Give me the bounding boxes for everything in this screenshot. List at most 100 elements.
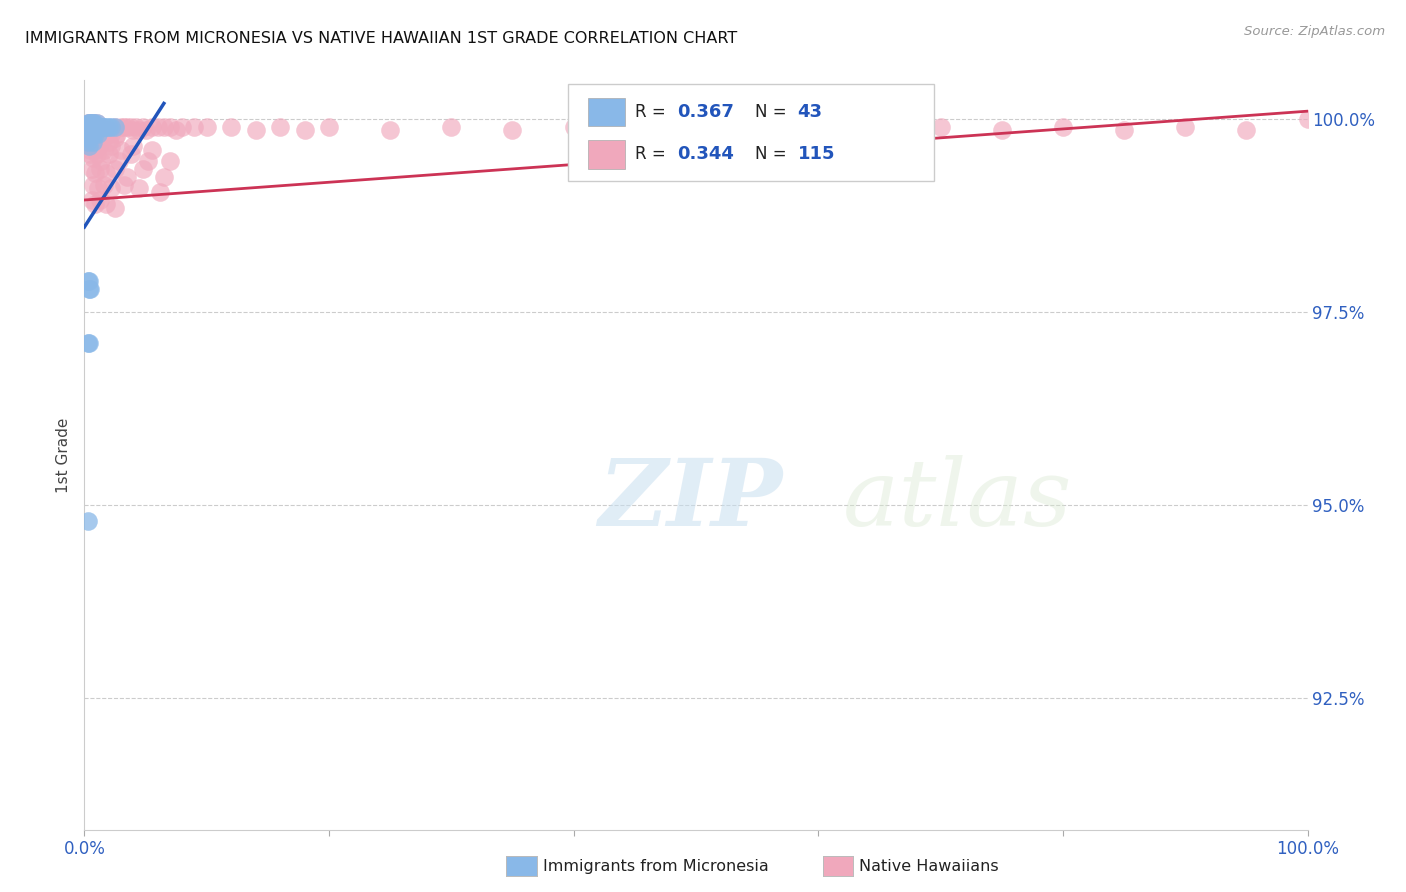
- Point: [89, 193, 111, 207]
- Point: [79, 128, 101, 142]
- Point: [77, 123, 100, 137]
- Point: [84, 166, 107, 180]
- Point: [87, 181, 110, 195]
- Point: [136, 154, 159, 169]
- Text: R =: R =: [636, 145, 671, 163]
- Point: [83, 116, 105, 130]
- Point: [83, 135, 105, 149]
- Point: [100, 128, 122, 142]
- Point: [104, 120, 127, 134]
- Point: [89, 120, 111, 134]
- Point: [79, 116, 101, 130]
- Point: [77, 131, 100, 145]
- Point: [82, 116, 104, 130]
- Point: [80, 131, 103, 145]
- Point: [80, 116, 103, 130]
- Text: R =: R =: [636, 103, 671, 120]
- Point: [1236, 123, 1258, 137]
- Point: [159, 154, 181, 169]
- Point: [91, 123, 114, 137]
- Point: [146, 120, 169, 134]
- Point: [82, 120, 104, 134]
- Point: [77, 116, 100, 130]
- Text: 0.367: 0.367: [678, 103, 734, 120]
- Point: [183, 120, 205, 134]
- Point: [104, 201, 127, 215]
- Point: [77, 116, 100, 130]
- Point: [110, 143, 132, 157]
- Point: [77, 335, 100, 350]
- Point: [83, 128, 105, 142]
- Point: [89, 123, 111, 137]
- Text: atlas: atlas: [842, 455, 1073, 545]
- Point: [440, 120, 463, 134]
- Point: [100, 120, 122, 134]
- Point: [77, 120, 100, 134]
- Point: [96, 123, 118, 137]
- Point: [135, 123, 157, 137]
- Point: [84, 128, 107, 142]
- Point: [80, 116, 103, 130]
- Point: [77, 116, 100, 130]
- Point: [80, 120, 103, 134]
- Point: [84, 120, 107, 134]
- Point: [90, 120, 112, 134]
- Point: [79, 135, 101, 149]
- Point: [87, 128, 110, 142]
- Text: N =: N =: [755, 103, 792, 120]
- Point: [86, 120, 108, 134]
- Point: [93, 120, 115, 134]
- Point: [1174, 120, 1197, 134]
- Point: [128, 181, 150, 195]
- Point: [1052, 120, 1074, 134]
- Text: Immigrants from Micronesia: Immigrants from Micronesia: [543, 859, 769, 873]
- Point: [84, 197, 107, 211]
- Point: [80, 162, 103, 177]
- Point: [219, 120, 242, 134]
- Point: [97, 123, 120, 137]
- Point: [93, 143, 115, 157]
- Point: [869, 123, 891, 137]
- Point: [991, 123, 1014, 137]
- Point: [80, 120, 103, 134]
- Point: [294, 123, 316, 137]
- Point: [82, 120, 104, 134]
- Point: [93, 178, 115, 192]
- Point: [77, 135, 100, 149]
- Point: [1296, 112, 1319, 126]
- Point: [115, 169, 138, 184]
- Point: [83, 116, 105, 130]
- Point: [122, 139, 145, 153]
- Point: [87, 120, 110, 134]
- Point: [89, 162, 111, 177]
- Point: [82, 131, 104, 145]
- Point: [96, 197, 118, 211]
- Point: [929, 120, 952, 134]
- Point: [79, 143, 101, 157]
- Text: ZIP: ZIP: [598, 455, 782, 545]
- Point: [82, 128, 104, 142]
- Point: [77, 116, 100, 130]
- Point: [87, 120, 110, 134]
- FancyBboxPatch shape: [588, 140, 626, 169]
- Point: [86, 120, 108, 134]
- Point: [624, 123, 647, 137]
- FancyBboxPatch shape: [588, 97, 626, 126]
- Point: [153, 120, 176, 134]
- Point: [97, 146, 120, 161]
- Point: [86, 146, 108, 161]
- Point: [77, 335, 100, 350]
- Point: [82, 135, 104, 149]
- Point: [107, 154, 129, 169]
- Point: [1114, 123, 1136, 137]
- Point: [86, 116, 108, 130]
- Point: [77, 128, 100, 142]
- Point: [318, 120, 340, 134]
- Point: [79, 146, 101, 161]
- Point: [115, 120, 138, 134]
- Point: [87, 120, 110, 134]
- Text: 0.344: 0.344: [678, 145, 734, 163]
- Point: [77, 282, 100, 296]
- Point: [97, 120, 120, 134]
- Point: [100, 139, 122, 153]
